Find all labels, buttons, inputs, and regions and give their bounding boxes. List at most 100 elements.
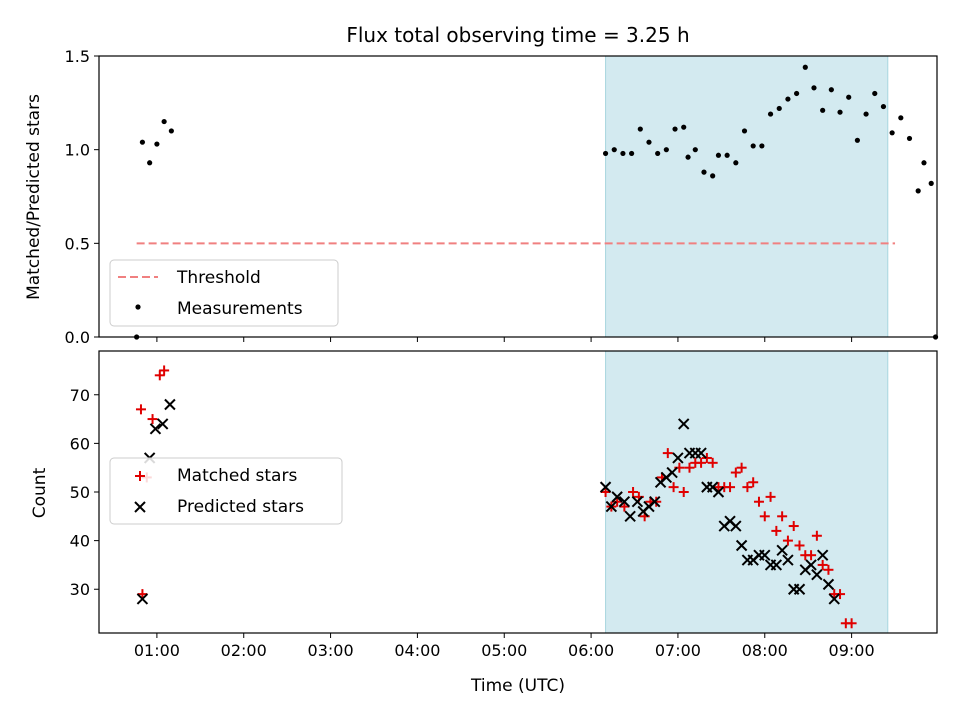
- y-tick-label: 50: [70, 483, 90, 502]
- matched-star-point: [742, 482, 753, 493]
- measurement-point: [663, 147, 669, 153]
- x-tick-label: 07:00: [655, 641, 701, 660]
- matched-star-point: [135, 471, 145, 481]
- y-tick-label: 0.0: [65, 328, 90, 347]
- legend-threshold-label: Threshold: [176, 268, 261, 288]
- measurement-point: [629, 150, 635, 157]
- measurement-point: [715, 152, 722, 158]
- measurement-point: [872, 90, 878, 97]
- measurement-point: [646, 139, 652, 145]
- y-tick-label: 1.0: [65, 141, 90, 160]
- matched-star-point: [159, 365, 170, 376]
- matched-star-point: [759, 511, 770, 522]
- matched-star-point: [777, 511, 788, 522]
- matched-star-point: [154, 370, 165, 381]
- matched-star-point: [771, 525, 782, 536]
- top-plot: 0.0 0.5 1.0 1.5 Threshold Measurements: [65, 47, 939, 347]
- measurement-point: [637, 126, 643, 132]
- legend-measurements-swatch: [135, 304, 141, 310]
- measurement-point: [611, 147, 617, 153]
- y-tick-label: 30: [70, 580, 90, 599]
- predicted-star-point: [759, 549, 771, 561]
- predicted-star-point: [712, 486, 725, 498]
- measurement-point: [750, 143, 756, 149]
- matched-star-point: [696, 457, 707, 468]
- measurement-point: [811, 85, 817, 91]
- measurement-point: [710, 173, 716, 179]
- matched-star-point: [701, 452, 712, 463]
- y-tick-label: 1.5: [65, 47, 90, 66]
- bottom-y-axis-label: Count: [30, 467, 50, 518]
- measurement-point: [620, 150, 626, 157]
- matched-star-point: [600, 487, 611, 497]
- predicted-star-point: [624, 510, 636, 523]
- x-tick-label: 01:00: [134, 641, 180, 660]
- matched-star-point: [794, 540, 805, 551]
- matched-star-point: [806, 550, 817, 561]
- legend-box: [109, 457, 343, 525]
- measurement-point: [928, 180, 934, 186]
- legend-box: [109, 259, 339, 327]
- matched-star-point: [846, 618, 857, 629]
- measurement-point: [828, 87, 834, 93]
- predicted-star-point: [599, 481, 612, 493]
- observing-window-shade: [605, 55, 889, 338]
- matched-star-point: [707, 457, 718, 468]
- predicted-star-point: [156, 418, 169, 430]
- x-tick-label: 09:00: [829, 641, 875, 660]
- measurement-point: [898, 115, 904, 121]
- measurement-point: [154, 141, 160, 147]
- matched-star-point: [765, 491, 776, 502]
- bottom-plot: 30 40 50 60 70 01:00 02:00 03:00 04:00 05:00 06:00…: [70, 350, 938, 660]
- predicted-star-point: [805, 559, 817, 571]
- predicted-star-point: [811, 568, 823, 581]
- x-tick-label: 05:00: [481, 641, 527, 660]
- measurement-point: [906, 135, 913, 142]
- predicted-star-point: [649, 496, 661, 508]
- measurement-point: [837, 109, 843, 115]
- matched-star-point: [662, 448, 673, 459]
- predicted-star-point: [776, 544, 788, 557]
- predicted-star-point: [666, 466, 678, 479]
- predicted-star-point: [730, 520, 742, 532]
- matched-star-point: [782, 535, 793, 546]
- matched-star-point: [135, 404, 146, 415]
- measurement-point: [820, 107, 826, 113]
- bottom-legend: Matched stars Predicted stars: [109, 457, 343, 525]
- matched-star-point: [684, 462, 695, 473]
- measurement-point: [776, 105, 782, 112]
- matched-star-point: [811, 530, 822, 541]
- predicted-star-point: [828, 593, 840, 605]
- matched-star-point: [619, 501, 630, 512]
- predicted-star-point: [678, 418, 690, 430]
- y-tick-label: 40: [70, 532, 90, 551]
- measurement-point: [759, 143, 765, 149]
- measurement-point: [168, 128, 174, 134]
- x-tick-label: 06:00: [568, 641, 614, 660]
- measurement-point: [602, 150, 609, 157]
- measurement-point: [701, 169, 707, 175]
- legend-matched-label: Matched stars: [177, 466, 297, 486]
- predicted-star-point: [631, 496, 644, 508]
- top-legend: Threshold Measurements: [109, 259, 339, 327]
- x-tick-label: 04:00: [394, 641, 440, 660]
- predicted-star-point: [164, 398, 176, 411]
- measurement-point: [846, 94, 852, 100]
- measurement-point: [889, 130, 895, 136]
- top-y-axis-label: Matched/Predicted stars: [24, 94, 44, 300]
- measurement-point: [880, 103, 887, 110]
- matched-star-point: [678, 487, 689, 497]
- x-tick-label: 03:00: [308, 641, 354, 660]
- measurement-point: [785, 96, 791, 102]
- matched-star-point: [753, 496, 764, 507]
- measurement-point: [724, 152, 730, 158]
- chart-title: Flux total observing time = 3.25 h: [346, 23, 689, 47]
- measurement-point: [802, 64, 808, 70]
- matched-star-point: [817, 559, 828, 570]
- predicted-star-point: [822, 578, 835, 591]
- predicted-star-point: [816, 549, 829, 561]
- matched-star-point: [668, 482, 679, 493]
- matched-star-point: [147, 414, 158, 425]
- measurement-point: [685, 154, 691, 160]
